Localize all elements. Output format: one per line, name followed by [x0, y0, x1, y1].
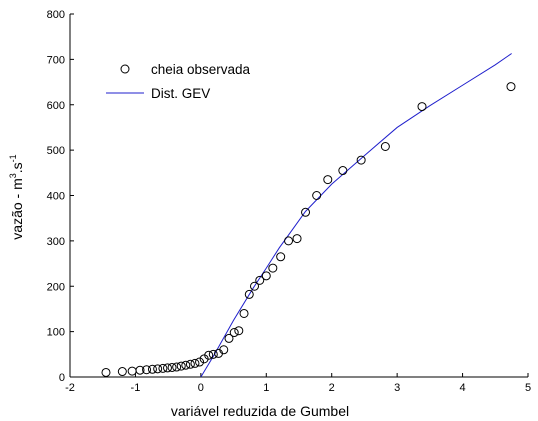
gev-fit-line: [200, 53, 512, 378]
observed-point: [117, 367, 127, 377]
y-tick-label: 300: [47, 236, 65, 248]
observed-point: [224, 333, 234, 343]
plot-area: [101, 53, 516, 378]
x-tick-label: -2: [65, 382, 75, 394]
observed-point: [101, 367, 111, 377]
observed-point: [356, 155, 366, 165]
y-axis-label-mid: .s: [9, 162, 25, 173]
y-tick-label: 600: [47, 100, 65, 112]
x-tick-label: 2: [329, 382, 335, 394]
observed-point: [208, 349, 218, 359]
observed-point: [284, 236, 294, 246]
observed-point: [167, 362, 177, 372]
observed-point: [147, 364, 157, 374]
observed-point: [153, 364, 163, 374]
x-tick-label: 0: [198, 382, 204, 394]
y-tick-label: 800: [47, 9, 65, 21]
observed-point: [135, 365, 145, 375]
observed-point: [250, 281, 260, 291]
legend-marker-observed: [120, 64, 130, 74]
y-tick-label: 500: [47, 145, 65, 157]
x-tick-label: 5: [525, 382, 531, 394]
y-tick-label: 700: [47, 54, 65, 66]
observed-point: [244, 289, 254, 299]
observed-point: [506, 82, 516, 92]
observed-point: [301, 207, 311, 217]
observed-point: [239, 308, 249, 318]
x-tick-label: 1: [263, 382, 269, 394]
legend-label-observed: cheia observada: [151, 62, 251, 77]
observed-point: [417, 102, 427, 112]
observed-point: [312, 191, 322, 200]
observed-point: [234, 326, 244, 336]
y-tick-label: 0: [59, 372, 65, 384]
x-ticks: -2 -1 0 1 2 3 4 5: [65, 373, 531, 394]
observed-point: [323, 175, 333, 185]
axes: [69, 14, 528, 378]
y-tick-label: 200: [47, 281, 65, 293]
observed-point: [292, 234, 302, 244]
observed-point: [142, 365, 152, 375]
observed-point: [127, 366, 137, 376]
observed-point: [276, 252, 286, 262]
legend: cheia observada Dist. GEV: [106, 62, 251, 101]
observed-point: [172, 362, 182, 372]
observed-point: [185, 359, 195, 369]
observed-point: [338, 166, 348, 176]
x-tick-label: 4: [460, 382, 466, 394]
y-axis-label-main: vazão - m: [9, 178, 25, 239]
observed-point: [255, 275, 265, 285]
x-axis-label: variável reduzida de Gumbel: [171, 403, 349, 419]
observed-point: [204, 350, 214, 360]
observed-point: [190, 358, 200, 368]
y-tick-label: 400: [47, 191, 65, 203]
observed-point: [261, 271, 271, 281]
observed-point: [176, 361, 186, 371]
observed-point: [219, 345, 229, 355]
y-axis-label: vazão - m3.s-1: [8, 154, 25, 239]
y-axis-label-sup1: 3: [8, 173, 18, 178]
observed-point: [158, 363, 168, 373]
y-axis-label-sup2: -1: [8, 154, 18, 162]
observed-point: [380, 141, 390, 151]
observed-point: [181, 360, 191, 370]
x-tick-label: 3: [394, 382, 400, 394]
x-tick-label: -1: [131, 382, 141, 394]
y-ticks: 0 100 200 300 400 500 600 700 800: [47, 9, 74, 384]
observed-point: [268, 263, 278, 273]
y-tick-label: 100: [47, 327, 65, 339]
observed-point: [229, 328, 239, 338]
observed-point: [162, 363, 172, 373]
legend-label-gev: Dist. GEV: [151, 86, 210, 101]
observed-point: [195, 357, 205, 367]
